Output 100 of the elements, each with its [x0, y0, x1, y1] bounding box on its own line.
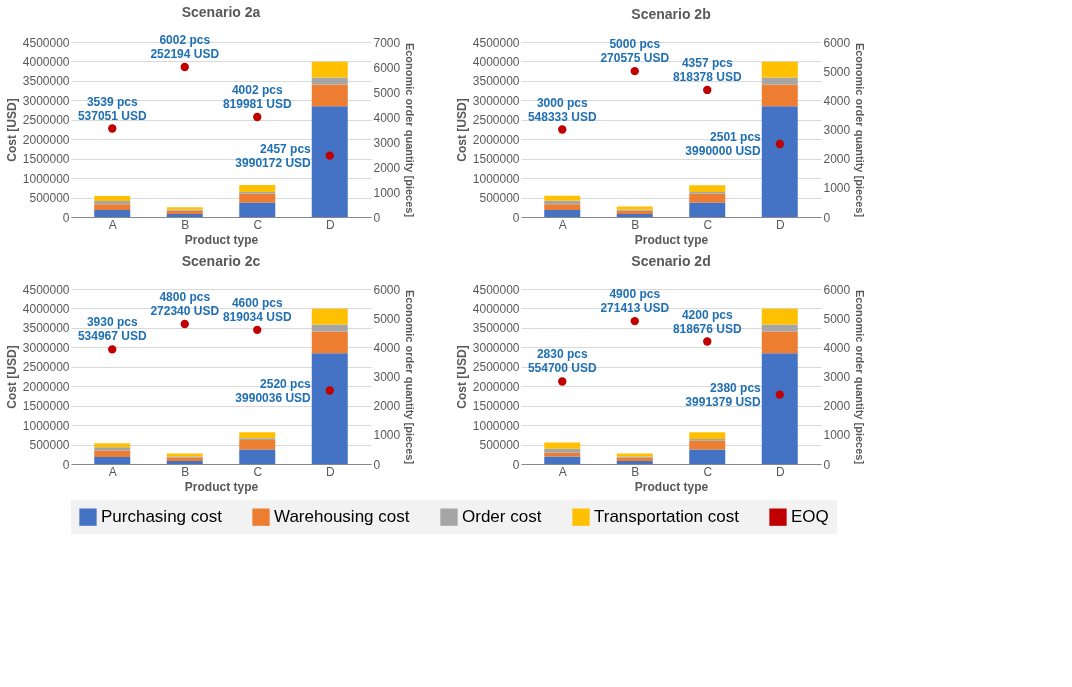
- data-label: 2830 pcs 554700 USD: [527, 347, 597, 376]
- y-tick-label: 1000000: [22, 418, 70, 433]
- y2-tick-label: 5000: [823, 311, 851, 326]
- data-label: 2380 pcs 3991379 USD: [685, 380, 762, 409]
- x-tick-label: B: [181, 464, 190, 479]
- y2-tick-label: 3000: [373, 135, 401, 150]
- x-tick-label: C: [253, 464, 263, 479]
- y-tick-label: 2500000: [472, 113, 520, 128]
- data-label: 4200 pcs 818676 USD: [672, 307, 742, 336]
- y2-tick-label: 4000: [823, 340, 851, 355]
- y-tick-label: 3000000: [22, 340, 70, 355]
- y2-tick-label: 4000: [823, 93, 851, 108]
- y2-tick-label: 1000: [823, 428, 851, 443]
- y-tick-label: 2000000: [22, 132, 70, 147]
- y2-tick-label: 2000: [823, 152, 851, 167]
- x-axis-title: Product type: [634, 232, 709, 247]
- y-tick-label: 4500000: [472, 35, 520, 50]
- y-tick-label: 2500000: [472, 360, 520, 375]
- x-axis-title: Product type: [184, 479, 259, 494]
- data-label: 3539 pcs 537051 USD: [77, 94, 147, 123]
- y-tick-label: 1000000: [22, 171, 70, 186]
- x-tick-label: C: [253, 217, 263, 232]
- y-axis-title: Cost [USD]: [454, 98, 469, 162]
- y2-tick-label: 0: [373, 210, 381, 225]
- data-label: 3000 pcs 548333 USD: [527, 95, 597, 124]
- y-axis-title: Cost [USD]: [454, 345, 469, 409]
- y-tick-label: 4500000: [22, 282, 70, 297]
- data-label: 4357 pcs 818378 USD: [672, 55, 742, 84]
- y-tick-label: 0: [62, 210, 70, 225]
- y2-tick-label: 3000: [823, 123, 851, 137]
- y-tick-label: 4000000: [22, 301, 70, 316]
- y-tick-label: 3500000: [472, 321, 520, 336]
- legend-label: Purchasing cost: [101, 507, 223, 527]
- y-axis-title: Cost [USD]: [4, 345, 19, 409]
- x-tick-label: B: [631, 217, 640, 232]
- data-label: 5000 pcs 270575 USD: [600, 37, 670, 66]
- legend-label: Transportation cost: [594, 507, 740, 527]
- y-tick-label: 1000000: [472, 171, 520, 186]
- data-label: 2501 pcs 3990000 USD: [685, 130, 762, 159]
- data-label: 3930 pcs 534967 USD: [77, 315, 147, 344]
- y-tick-label: 4500000: [22, 35, 70, 50]
- chart-title: Scenario 2d: [631, 253, 711, 269]
- y2-tick-label: 5000: [373, 85, 401, 100]
- y2-tick-label: 6000: [823, 35, 851, 50]
- y-tick-label: 500000: [479, 438, 520, 453]
- y2-axis-title: Economic order quantity [pieces]: [854, 289, 867, 465]
- y-tick-label: 4500000: [472, 282, 520, 297]
- y2-tick-label: 1000: [373, 185, 401, 200]
- legend-label: EOQ: [791, 507, 829, 527]
- y2-tick-label: 5000: [823, 64, 851, 79]
- y-tick-label: 3500000: [472, 74, 520, 89]
- chart-title: Scenario 2c: [181, 253, 261, 269]
- y2-tick-label: 4000: [373, 340, 401, 355]
- y-tick-label: 500000: [29, 438, 70, 453]
- y-tick-label: 3500000: [22, 321, 70, 336]
- y2-axis-title: Economic order quantity [pieces]: [404, 289, 417, 465]
- data-label: 4800 pcs 272340 USD: [150, 290, 220, 318]
- y2-tick-label: 6000: [823, 282, 851, 297]
- data-label: 4002 pcs 819981 USD: [222, 82, 292, 111]
- chart-title: Scenario 2b: [631, 6, 711, 22]
- y-tick-label: 0: [62, 457, 70, 472]
- y-tick-label: 500000: [29, 191, 70, 206]
- chart-title: Scenario 2a: [181, 3, 261, 20]
- x-tick-label: A: [108, 464, 117, 479]
- y-tick-label: 3500000: [22, 74, 70, 89]
- data-label: 4600 pcs 819034 USD: [222, 295, 292, 324]
- x-tick-label: A: [558, 217, 567, 232]
- y-tick-label: 0: [512, 210, 520, 225]
- y-tick-label: 1500000: [22, 399, 70, 414]
- y-tick-label: 2000000: [472, 379, 520, 394]
- x-tick-label: D: [325, 464, 335, 479]
- data-label: 2457 pcs 3990172 USD: [235, 141, 312, 170]
- y-tick-label: 4000000: [472, 301, 520, 316]
- x-tick-label: C: [703, 464, 713, 479]
- y2-tick-label: 2000: [373, 399, 401, 414]
- y-tick-label: 2000000: [472, 132, 520, 147]
- y-tick-label: 1500000: [472, 399, 520, 414]
- y2-axis-title: Economic order quantity [pieces]: [854, 42, 867, 218]
- y-tick-label: 4000000: [22, 54, 70, 69]
- y-tick-label: 2500000: [22, 113, 70, 128]
- x-tick-label: B: [631, 464, 640, 479]
- legend-label: Order cost: [462, 507, 542, 527]
- y-tick-label: 1000000: [472, 418, 520, 433]
- y2-tick-label: 0: [823, 210, 831, 225]
- y2-axis-title: Economic order quantity [pieces]: [404, 42, 417, 218]
- y-tick-label: 3000000: [472, 340, 520, 355]
- x-tick-label: D: [775, 464, 785, 479]
- y2-tick-label: 6000: [373, 60, 401, 75]
- y-tick-label: 2500000: [22, 360, 70, 375]
- data-label: 4900 pcs 271413 USD: [600, 287, 670, 316]
- data-label: 6002 pcs 252194 USD: [150, 32, 220, 61]
- x-axis-title: Product type: [184, 232, 259, 247]
- y-tick-label: 500000: [479, 191, 520, 206]
- y2-tick-label: 5000: [373, 311, 401, 326]
- y-axis-title: Cost [USD]: [4, 98, 19, 162]
- data-label: 2520 pcs 3990036 USD: [235, 376, 312, 405]
- x-tick-label: A: [108, 217, 117, 232]
- y-tick-label: 3000000: [22, 93, 70, 108]
- y2-tick-label: 7000: [373, 35, 401, 50]
- y-tick-label: 2000000: [22, 379, 70, 394]
